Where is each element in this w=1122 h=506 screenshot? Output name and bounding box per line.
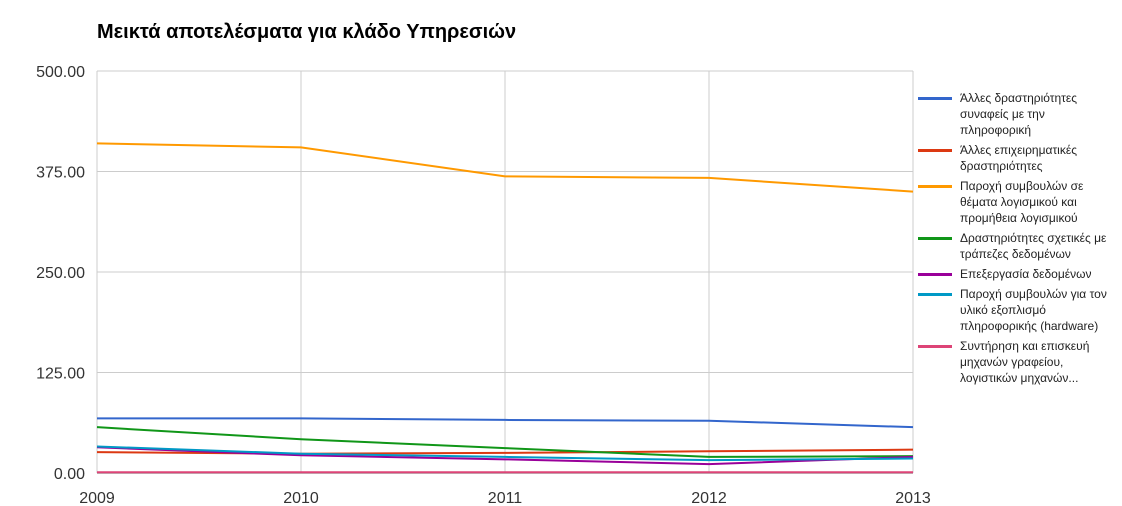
y-tick-label: 250.00 [36, 265, 85, 282]
legend-item: Άλλες δραστηριότητες συναφείς με την πλη… [918, 90, 1118, 138]
legend-item: Συντήρηση και επισκευή μηχανών γραφείου,… [918, 338, 1118, 386]
x-tick-label: 2010 [283, 490, 319, 506]
legend-swatch [918, 345, 952, 348]
legend-label: Παροχή συμβουλών για τον υλικό εξοπλισμό… [960, 287, 1107, 333]
x-tick-label: 2013 [895, 490, 931, 506]
y-tick-label: 500.00 [36, 64, 85, 81]
x-tick-label: 2009 [79, 490, 115, 506]
legend: Άλλες δραστηριότητες συναφείς με την πλη… [918, 90, 1118, 390]
legend-item: Άλλες επιχειρηματικές δραστηριότητες [918, 142, 1118, 174]
y-tick-label: 375.00 [36, 165, 85, 182]
legend-label: Παροχή συμβουλών σε θέματα λογισμικού κα… [960, 179, 1084, 225]
y-tick-label: 0.00 [54, 466, 85, 483]
legend-swatch [918, 293, 952, 296]
legend-item: Δραστηριότητες σχετικές με τράπεζες δεδο… [918, 230, 1118, 262]
legend-label: Άλλες επιχειρηματικές δραστηριότητες [960, 143, 1077, 173]
series-line [96, 142, 914, 193]
legend-label: Επεξεργασία δεδομένων [960, 267, 1092, 281]
legend-label: Συντήρηση και επισκευή μηχανών γραφείου,… [960, 339, 1090, 385]
legend-swatch [918, 185, 952, 188]
series-line [96, 446, 914, 466]
series-line [96, 426, 914, 458]
y-tick-label: 125.00 [36, 366, 85, 383]
legend-item: Επεξεργασία δεδομένων [918, 266, 1118, 282]
legend-swatch [918, 273, 952, 276]
legend-item: Παροχή συμβουλών σε θέματα λογισμικού κα… [918, 178, 1118, 226]
legend-label: Άλλες δραστηριότητες συναφείς με την πλη… [960, 91, 1078, 137]
series-line [96, 445, 914, 462]
series-line [97, 417, 914, 429]
chart-title: Μεικτά αποτελέσματα για κλάδο Υπηρεσιών [97, 21, 516, 43]
legend-swatch [918, 149, 952, 152]
x-tick-label: 2012 [691, 490, 727, 506]
x-tick-label: 2011 [488, 490, 523, 506]
legend-swatch [918, 97, 952, 100]
legend-item: Παροχή συμβουλών για τον υλικό εξοπλισμό… [918, 286, 1118, 334]
legend-swatch [918, 237, 952, 240]
legend-label: Δραστηριότητες σχετικές με τράπεζες δεδο… [960, 231, 1107, 261]
